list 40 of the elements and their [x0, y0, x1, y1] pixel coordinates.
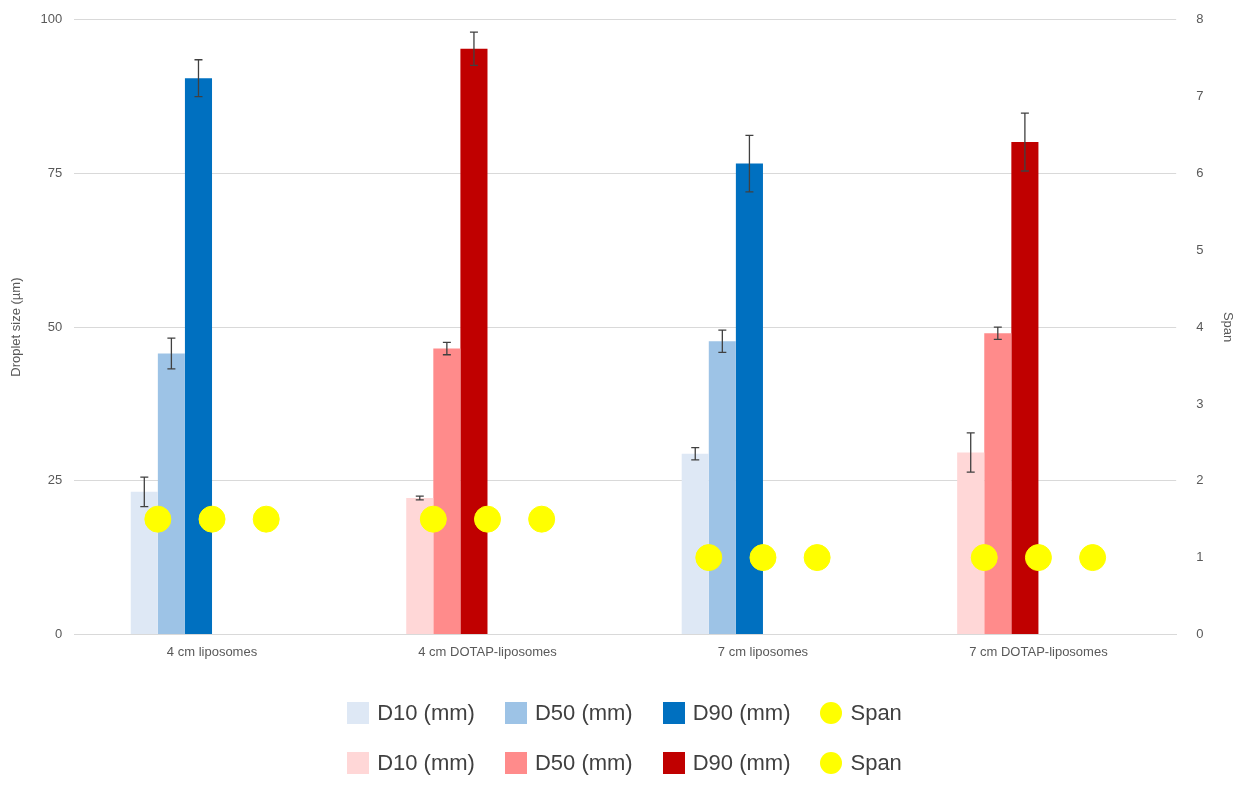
y2-axis-title: Span	[1220, 311, 1236, 343]
bar	[130, 491, 158, 634]
y2-tick-label: 2	[1196, 472, 1204, 488]
x-tick-label: 4 cm liposomes	[166, 643, 258, 659]
y2-tick-label: 4	[1196, 318, 1204, 334]
legend-label: D10 (mm)	[377, 750, 475, 776]
y-tick-label: 0	[55, 625, 63, 641]
bar	[708, 341, 736, 634]
bar	[460, 48, 488, 634]
x-tick-label: 4 cm DOTAP-liposomes	[418, 643, 558, 659]
bar	[681, 453, 709, 634]
bar	[406, 497, 434, 634]
bar	[735, 163, 763, 634]
legend-label: Span	[850, 700, 902, 726]
legend-label: D10 (mm)	[377, 700, 475, 726]
bar	[1011, 142, 1039, 634]
legend-label: D90 (mm)	[692, 750, 791, 776]
legend-label: Span	[850, 750, 902, 776]
y-tick-label: 100	[40, 11, 63, 27]
y2-tick-label: 5	[1196, 241, 1204, 257]
bar	[957, 452, 985, 634]
bar	[433, 348, 461, 634]
y-axis-title: Droplet size (µm)	[8, 277, 24, 377]
legend-label: D50 (mm)	[534, 750, 633, 776]
y2-tick-label: 8	[1196, 11, 1204, 27]
y-tick-label: 25	[47, 472, 63, 488]
y-tick-label: 50	[47, 318, 63, 334]
y2-tick-label: 0	[1196, 625, 1204, 641]
y2-tick-label: 1	[1196, 549, 1204, 565]
x-tick-label: 7 cm liposomes	[717, 643, 809, 659]
y2-tick-label: 7	[1196, 88, 1204, 104]
legend-label: D90 (mm)	[692, 700, 791, 726]
y2-tick-label: 3	[1196, 395, 1204, 411]
y2-tick-label: 6	[1196, 165, 1204, 181]
bar	[984, 333, 1012, 634]
y-tick-label: 75	[47, 165, 63, 181]
bar	[157, 353, 185, 634]
bar	[184, 78, 213, 634]
x-tick-label: 7 cm DOTAP-liposomes	[969, 643, 1109, 659]
legend-label: D50 (mm)	[534, 700, 633, 726]
